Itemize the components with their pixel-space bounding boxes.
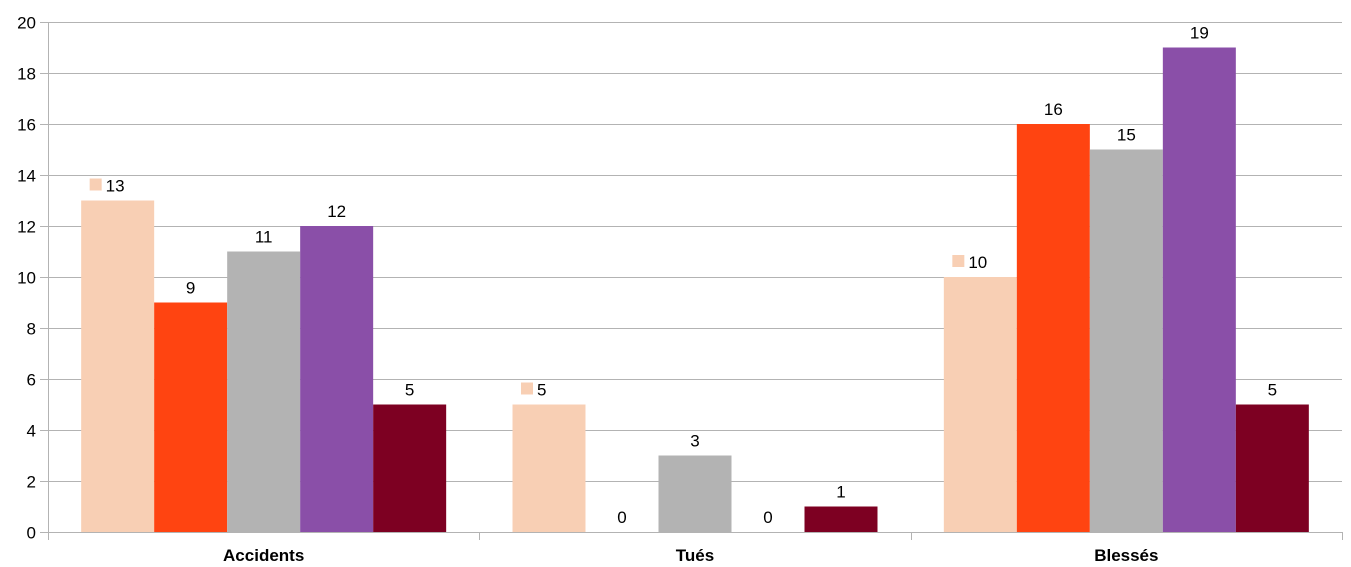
data-label: 0: [763, 508, 772, 527]
data-label: 5: [1268, 381, 1277, 400]
y-axis-ticks: 0 2 4 6 8 10 12 14 16 18 20: [17, 14, 48, 543]
bar: [943, 277, 1017, 532]
data-label: 5: [537, 381, 546, 400]
data-label: 5: [405, 381, 414, 400]
y-tick-label: 10: [17, 269, 36, 288]
bar: [1235, 404, 1309, 532]
bar: [1016, 124, 1090, 532]
bar: [81, 200, 155, 532]
data-label: 10: [968, 253, 987, 272]
bar: [373, 404, 447, 532]
bar: [154, 302, 228, 532]
y-tick-label: 12: [17, 218, 36, 237]
data-label: 16: [1044, 100, 1063, 119]
y-tick-label: 6: [27, 371, 36, 390]
bars: [81, 47, 1309, 532]
y-tick-label: 16: [17, 116, 36, 135]
bar: [300, 226, 374, 532]
data-labels: 13 9 11 12 5 5 0 3 0 1 10 16 15 19 5: [89, 24, 1277, 527]
bar: [1089, 149, 1163, 532]
data-label: 1: [836, 483, 845, 502]
x-category-label: Accidents: [223, 546, 304, 565]
y-tick-label: 4: [27, 422, 36, 441]
y-tick-label: 14: [17, 167, 36, 186]
y-tick-label: 2: [27, 473, 36, 492]
x-category-label: Blessés: [1094, 546, 1158, 565]
data-label: 0: [617, 508, 626, 527]
data-label: 19: [1190, 24, 1209, 43]
x-category-label: Tués: [676, 546, 714, 565]
y-tick-label: 20: [17, 14, 36, 33]
x-axis: Accidents Tués Blessés: [48, 22, 1343, 565]
y-tick-label: 8: [27, 320, 36, 339]
data-label: 9: [186, 279, 195, 298]
bar: [804, 506, 878, 532]
bar: [512, 404, 586, 532]
data-label: 3: [690, 432, 699, 451]
data-label: 15: [1117, 126, 1136, 145]
data-label-legend-key: [952, 255, 965, 267]
data-label: 11: [255, 228, 273, 247]
bar: [227, 251, 301, 532]
y-tick-label: 18: [17, 65, 36, 84]
bar: [658, 455, 732, 532]
data-label: 12: [327, 202, 346, 221]
data-label-legend-key: [89, 178, 102, 191]
y-tick-label: 0: [27, 524, 36, 543]
bar: [1162, 47, 1236, 532]
data-label-legend-key: [521, 382, 533, 395]
data-label: 13: [106, 177, 125, 196]
